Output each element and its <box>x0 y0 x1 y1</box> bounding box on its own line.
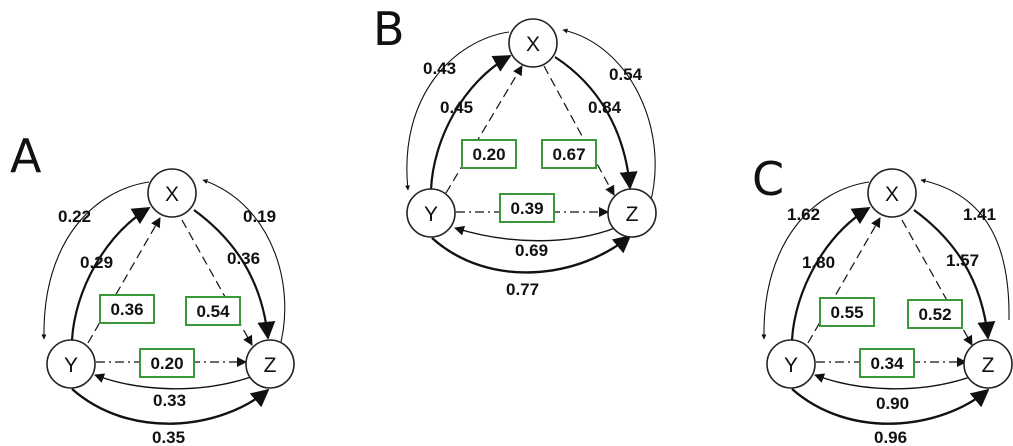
panel-a-box-xy <box>99 294 155 324</box>
panel-a-arrow-y-to-x <box>70 207 151 341</box>
panel-a-node-x-label: X <box>165 183 179 206</box>
panel-a-dashed-y-to-x <box>87 217 161 344</box>
panel-b-box-xy <box>461 139 517 169</box>
panel-c-arrow-z-to-y <box>814 373 971 390</box>
panel-b-label-x-to-z: 0.84 <box>588 98 622 117</box>
panel-a-node-x <box>147 168 197 218</box>
panel-a-box-xz-label: 0.54 <box>196 302 230 321</box>
panel-c-box-yz <box>859 348 915 378</box>
panel-a-label-z-to-x: 0.19 <box>243 207 276 226</box>
panel-b-arrow-x-to-z <box>554 56 638 190</box>
panel-c-dashed-y-to-x <box>807 217 881 344</box>
panel-b-arrow-y-to-x <box>429 55 512 191</box>
panel-b-node-x-label: X <box>526 33 540 56</box>
panel-c-label-x-to-z: 1.57 <box>946 251 979 270</box>
panel-b-arrow-y-to-z <box>431 234 632 274</box>
panel-c-box-xz-label: 0.52 <box>918 305 951 324</box>
panel-b-letter: B <box>373 2 405 56</box>
panel-a-label-z-to-y: 0.33 <box>153 391 186 410</box>
panel-a-label-x-to-z: 0.36 <box>227 249 260 268</box>
panel-a-dashed-x-to-z <box>181 219 253 346</box>
panel-a-box-yz <box>139 348 195 378</box>
panel-b-dashed-x-to-z <box>543 65 615 196</box>
panel-b-dashed-y-to-x <box>445 65 523 194</box>
panel-b-box-yz-label: 0.39 <box>510 199 543 218</box>
panel-b-box-yz <box>499 193 555 223</box>
panel-c-arrow-x-to-z <box>913 209 996 340</box>
panel-a-arrow-z-to-x <box>202 179 286 354</box>
panel-c-letter: C <box>752 152 784 206</box>
panel-b-box-xy-label: 0.20 <box>472 145 505 164</box>
panel-a-node-z <box>245 339 295 389</box>
panel-a-label-y-to-z: 0.35 <box>152 428 185 446</box>
panel-c-box-yz-label: 0.34 <box>870 354 904 373</box>
panel-b-label-y-to-z: 0.77 <box>506 280 539 299</box>
panel-a-arrow-x-to-y <box>41 181 150 340</box>
panel-c-box-xy <box>819 297 875 327</box>
panel-a-letter: A <box>10 129 42 183</box>
panel-c-arrow-z-to-x <box>920 178 1010 321</box>
panel-c-box-xy-label: 0.55 <box>830 303 863 322</box>
panel-c-node-y <box>766 339 816 389</box>
panel-c-node-z <box>963 339 1013 389</box>
panel-b-node-z <box>607 188 657 238</box>
panel-a-node-z-label: Z <box>264 354 277 377</box>
panel-a-label-y-to-x: 0.29 <box>80 253 113 272</box>
panel-c: C X Y Z 0.55 0.52 0.34 1.62 1.41 1.80 1.… <box>752 152 1013 446</box>
panel-c-label-y-to-x: 1.80 <box>802 253 835 272</box>
panel-b-arrow-z-to-y <box>454 225 616 242</box>
panel-a-node-y <box>46 339 96 389</box>
panel-a-label-x-to-y: 0.22 <box>58 207 91 226</box>
panel-b-label-z-to-x: 0.54 <box>609 65 643 84</box>
panel-b-label-y-to-x: 0.45 <box>440 98 473 117</box>
panel-c-node-y-label: Y <box>784 354 798 377</box>
panel-c-node-x <box>867 168 917 218</box>
panel-c-label-y-to-z: 0.96 <box>874 428 907 446</box>
panel-a-arrow-z-to-y <box>94 373 252 390</box>
panel-c-arrow-y-to-x <box>790 207 871 341</box>
panel-c-arrow-x-to-y <box>761 181 870 340</box>
panel-b-node-z-label: Z <box>626 203 639 226</box>
panel-b-arrow-z-to-x <box>562 28 656 205</box>
panel-a-box-xy-label: 0.36 <box>110 300 143 319</box>
panel-a-box-xz <box>185 296 241 326</box>
panel-a-box-yz-label: 0.20 <box>150 354 183 373</box>
panel-b-node-x <box>508 18 558 68</box>
panel-b-arrow-x-to-y <box>405 31 510 191</box>
panel-c-box-xz <box>907 299 963 329</box>
panel-c-node-x-label: X <box>885 183 899 206</box>
panel-b: B X Y Z 0.20 0.67 0.39 0.43 0.54 0.45 0.… <box>373 2 657 299</box>
panel-c-node-z-label: Z <box>982 354 995 377</box>
panel-a-arrow-x-to-z <box>193 209 276 340</box>
panel-b-node-y <box>406 188 456 238</box>
panel-c-label-x-to-y: 1.62 <box>787 205 820 224</box>
panel-c-arrow-y-to-z <box>791 388 990 425</box>
panel-a: A X Y Z 0.36 0.54 0.20 0.22 0.19 0.29 0.… <box>10 129 295 446</box>
panel-c-label-z-to-x: 1.41 <box>963 205 996 224</box>
panel-a-arrow-y-to-z <box>71 388 270 425</box>
panel-b-box-xz <box>541 139 597 169</box>
panel-b-box-xz-label: 0.67 <box>552 145 585 164</box>
panel-b-label-x-to-y: 0.43 <box>423 59 456 78</box>
panel-c-label-z-to-y: 0.90 <box>876 394 909 413</box>
panel-b-node-y-label: Y <box>424 203 438 226</box>
panel-a-node-y-label: Y <box>64 354 78 377</box>
panel-b-label-z-to-y: 0.69 <box>515 241 548 260</box>
